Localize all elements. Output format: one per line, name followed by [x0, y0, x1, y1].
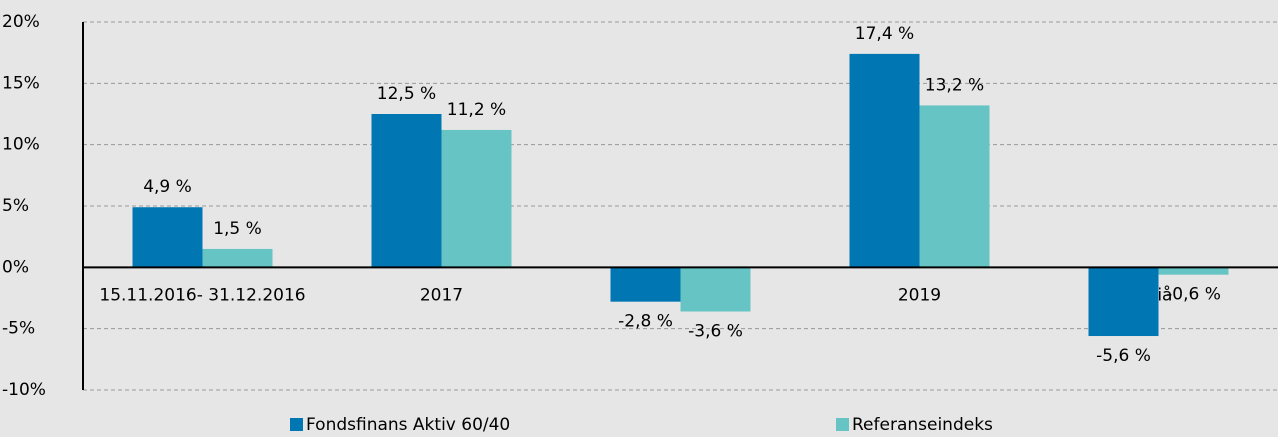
bar	[371, 114, 442, 268]
value-label: -2,8 %	[618, 312, 673, 332]
value-label: 13,2 %	[925, 75, 984, 95]
y-tick-label: -5%	[2, 319, 35, 339]
legend-label: Fondsfinans Aktiv 60/40	[306, 415, 510, 435]
y-tick-label: 20%	[2, 12, 40, 32]
bar	[919, 105, 990, 268]
bar	[1158, 267, 1229, 275]
value-label: -5,6 %	[1096, 346, 1151, 366]
y-tick-label: 15%	[2, 73, 40, 93]
legend-swatch	[290, 418, 303, 431]
x-tick-label: 2019	[898, 285, 941, 305]
value-label: 1,5 %	[213, 219, 262, 239]
x-tick-label: 2017	[420, 285, 463, 305]
bar	[610, 267, 681, 302]
y-tick-label: 0%	[2, 257, 29, 277]
legend-swatch	[836, 418, 849, 431]
bar	[441, 129, 512, 268]
value-label: -3,6 %	[688, 321, 743, 341]
y-tick-label: -10%	[2, 380, 46, 400]
y-tick-label: 10%	[2, 135, 40, 155]
value-label: 17,4 %	[855, 24, 914, 44]
value-label: -0,6 %	[1166, 285, 1221, 305]
bar	[202, 248, 273, 268]
bar	[680, 267, 751, 312]
bar	[132, 207, 203, 268]
value-label: 4,9 %	[143, 177, 192, 197]
bar	[849, 53, 920, 268]
x-tick-label: 15.11.2016- 31.12.2016	[99, 285, 305, 305]
legend-label: Referanseindeks	[852, 415, 993, 435]
y-tick-label: 5%	[2, 196, 29, 216]
value-label: 11,2 %	[447, 100, 506, 120]
bar	[1088, 267, 1159, 337]
value-label: 12,5 %	[377, 84, 436, 104]
